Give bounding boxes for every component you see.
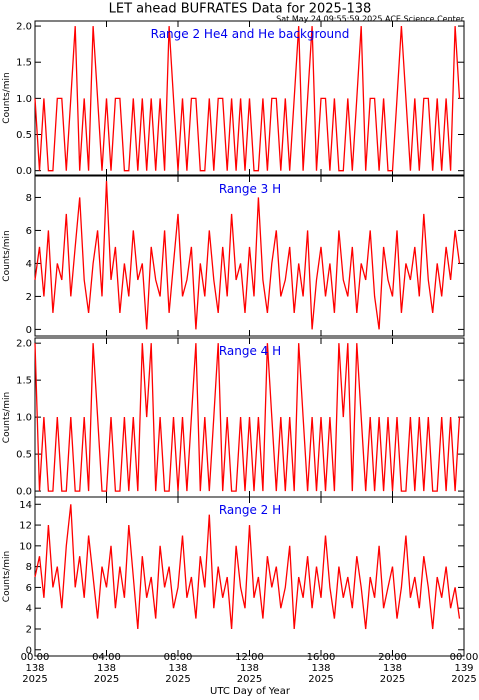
panel-label: Range 4 H — [219, 344, 281, 358]
x-tick-label: 16:00 138 2025 — [307, 652, 336, 685]
x-tick-label: 20:00 138 2025 — [378, 652, 407, 685]
y-tick-label: 0.5 — [16, 450, 32, 461]
x-tick-label: 12:00 138 2025 — [235, 652, 264, 685]
y-axis-label: Counts/min — [2, 551, 12, 602]
x-tick-label-line: 2025 — [451, 674, 476, 685]
x-tick-label-line: 138 — [25, 663, 44, 674]
x-tick-label-line: 2025 — [165, 674, 190, 685]
x-tick-label-line: 12:00 — [235, 652, 264, 663]
x-tick-label-line: 00:00 — [450, 652, 479, 663]
x-tick-label-line: 2025 — [94, 674, 119, 685]
y-tick-label: 4 — [26, 604, 32, 615]
data-line — [34, 343, 461, 492]
x-tick-label-line: 138 — [383, 663, 402, 674]
x-tick-label-line: 138 — [168, 663, 187, 674]
x-tick-label-line: 08:00 — [164, 652, 193, 663]
panel-label: Range 2 He4 and He background — [151, 27, 350, 41]
y-tick-label: 8 — [26, 193, 32, 204]
data-line — [34, 504, 461, 630]
x-tick-label-line: 138 — [97, 663, 116, 674]
x-tick-label-line: 139 — [454, 663, 473, 674]
panel-label: Range 2 H — [219, 503, 281, 517]
chart-title: LET ahead BUFRATES Data for 2025-138 — [109, 2, 372, 17]
y-tick-label: 2.0 — [16, 22, 32, 33]
y-tick-label: 12 — [19, 521, 32, 532]
x-tick-label: 00:00 139 2025 — [450, 652, 479, 685]
x-tick-label: 00:00 138 2025 — [21, 652, 50, 685]
x-tick-label-line: 2025 — [22, 674, 47, 685]
x-tick-label-line: 2025 — [380, 674, 405, 685]
x-tick-label-line: 20:00 — [378, 652, 407, 663]
x-tick-label: 04:00 138 2025 — [92, 652, 121, 685]
x-tick-label-line: 2025 — [237, 674, 262, 685]
y-tick-label: 1.5 — [16, 376, 32, 387]
y-tick-label: 2 — [26, 292, 32, 303]
x-tick-label-line: 2025 — [308, 674, 333, 685]
plot-frame — [34, 20, 465, 176]
x-tick-label: 08:00 138 2025 — [164, 652, 193, 685]
y-tick-label: 0.5 — [16, 130, 32, 141]
y-tick-label: 1.0 — [16, 94, 32, 105]
y-axis-label: Counts/min — [2, 392, 12, 443]
y-tick-label: 14 — [19, 500, 32, 511]
x-tick-label-line: 138 — [240, 663, 259, 674]
y-tick-label: 4 — [26, 259, 32, 270]
x-axis-label: UTC Day of Year — [210, 686, 291, 697]
y-tick-label: 0 — [26, 645, 32, 656]
panel-label: Range 3 H — [219, 182, 281, 196]
y-tick-label: 8 — [26, 562, 32, 573]
y-tick-label: 1.5 — [16, 58, 32, 69]
x-tick-label-line: 04:00 — [92, 652, 121, 663]
plot-frame — [34, 496, 465, 657]
data-line — [34, 26, 461, 172]
y-tick-label: 0 — [26, 325, 32, 336]
y-tick-label: 6 — [26, 583, 32, 594]
x-tick-label-line: 00:00 — [21, 652, 50, 663]
y-axis-label: Counts/min — [2, 230, 12, 281]
y-tick-label: 2.0 — [16, 339, 32, 350]
y-tick-label: 0.0 — [16, 166, 32, 177]
y-tick-label: 0.0 — [16, 487, 32, 498]
y-tick-label: 2 — [26, 624, 32, 635]
x-tick-label-line: 138 — [311, 663, 330, 674]
y-tick-label: 10 — [19, 541, 32, 552]
chart-subtitle: Sat May 24 09:55:59 2025 ACE Science Cen… — [276, 15, 465, 24]
data-line — [34, 180, 461, 330]
y-axis-label: Counts/min — [2, 72, 12, 123]
x-tick-label-line: 16:00 — [307, 652, 336, 663]
y-tick-label: 1.0 — [16, 413, 32, 424]
y-tick-label: 6 — [26, 226, 32, 237]
